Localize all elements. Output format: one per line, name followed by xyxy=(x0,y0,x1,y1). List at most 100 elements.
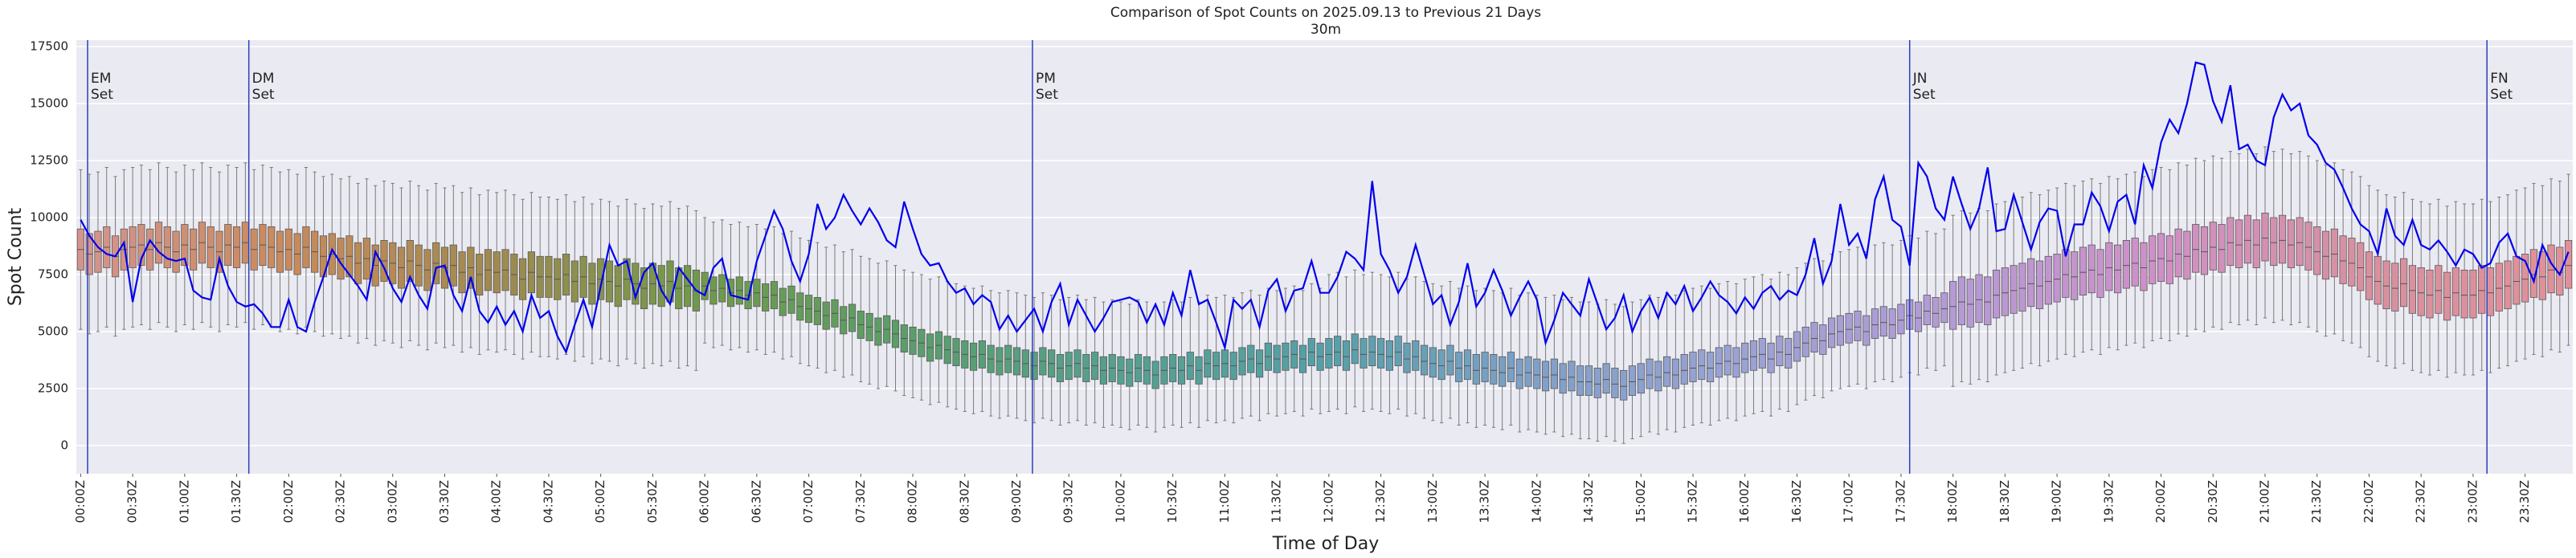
box xyxy=(2010,265,2018,314)
box xyxy=(2252,219,2260,268)
box xyxy=(1828,317,1836,348)
box xyxy=(2157,233,2165,282)
box xyxy=(1472,354,1480,385)
x-tick-label: 16:30Z xyxy=(1789,480,1804,523)
reference-label: Set xyxy=(2490,87,2513,103)
box xyxy=(1923,295,1931,325)
box xyxy=(1533,358,1541,389)
box xyxy=(2417,267,2425,316)
box xyxy=(2122,240,2131,289)
x-tick-label: 15:00Z xyxy=(1634,480,1648,523)
box xyxy=(1801,326,1809,357)
x-tick-label: 03:00Z xyxy=(385,480,399,523)
box xyxy=(1637,363,1645,394)
box xyxy=(1437,349,1445,381)
x-tick-label: 20:00Z xyxy=(2153,480,2168,523)
y-tick-label: 2500 xyxy=(38,381,68,396)
box xyxy=(2192,224,2200,273)
box xyxy=(1758,338,1766,369)
y-tick-label: 7500 xyxy=(38,267,68,282)
box xyxy=(2071,251,2079,300)
box xyxy=(1550,358,1558,389)
line xyxy=(80,61,2570,355)
box xyxy=(1871,308,1879,339)
box xyxy=(2357,242,2365,291)
box xyxy=(2538,251,2546,300)
box xyxy=(1785,338,1793,369)
box xyxy=(1377,338,1385,369)
box xyxy=(1446,344,1454,376)
box xyxy=(2105,242,2113,291)
x-tick-label: 05:00Z xyxy=(593,480,607,523)
x-tick-label: 14:00Z xyxy=(1529,480,1544,523)
box xyxy=(2451,267,2459,316)
box xyxy=(2443,271,2451,321)
x-axis-label: Time of Day xyxy=(1272,534,1379,554)
box xyxy=(2096,249,2104,298)
box xyxy=(1776,336,1784,367)
box xyxy=(1689,352,1697,382)
box xyxy=(2495,263,2503,312)
box xyxy=(1420,344,1429,376)
x-tick-label: 11:00Z xyxy=(1217,480,1232,523)
box xyxy=(1854,311,1862,341)
x-tick-label: 04:30Z xyxy=(541,480,555,523)
box xyxy=(1845,312,1853,344)
y-axis-label: Spot Count xyxy=(6,207,26,306)
box xyxy=(2018,263,2026,312)
box xyxy=(2278,214,2287,264)
box xyxy=(2469,269,2477,319)
box xyxy=(2408,265,2417,314)
box xyxy=(1559,363,1567,394)
chart-title: Comparison of Spot Counts on 2025.09.13 … xyxy=(1110,5,1541,21)
grid xyxy=(76,46,2573,446)
box xyxy=(1741,342,1749,373)
box xyxy=(2321,230,2330,280)
box xyxy=(1360,338,1368,369)
box xyxy=(1715,347,1723,378)
box xyxy=(1836,315,1845,346)
x-tick-label: 08:00Z xyxy=(906,480,920,523)
box xyxy=(1732,347,1740,378)
x-tick-label: 21:30Z xyxy=(2309,480,2324,523)
box xyxy=(2044,255,2052,305)
x-tick-label: 02:00Z xyxy=(281,480,296,523)
box xyxy=(2140,242,2148,291)
x-tick-label: 22:30Z xyxy=(2414,480,2428,523)
box xyxy=(2365,251,2374,300)
x-tick-label: 15:30Z xyxy=(1685,480,1699,523)
x-tick-label: 01:00Z xyxy=(177,480,191,523)
y-tick-label: 5000 xyxy=(38,324,68,339)
box xyxy=(1351,333,1359,365)
x-tick-label: 06:00Z xyxy=(697,480,712,523)
box xyxy=(2174,228,2182,278)
x-tick-label: 13:00Z xyxy=(1425,480,1440,523)
box xyxy=(1507,352,1515,382)
y-tick-label: 12500 xyxy=(30,153,68,167)
x-tick-label: 21:00Z xyxy=(2258,480,2272,523)
box xyxy=(1862,315,1871,346)
x-tick-label: 03:30Z xyxy=(437,480,452,523)
box xyxy=(2087,244,2096,294)
box xyxy=(2547,244,2555,294)
reference-label: FN xyxy=(2490,71,2509,87)
box xyxy=(1706,352,1715,382)
box xyxy=(2062,249,2070,298)
box xyxy=(2235,219,2243,268)
box xyxy=(1490,354,1498,385)
box xyxy=(1966,279,1974,328)
box xyxy=(1879,306,1887,337)
box xyxy=(2521,254,2529,303)
box xyxy=(2243,214,2252,264)
box xyxy=(1698,349,1706,381)
box xyxy=(2079,246,2087,295)
box xyxy=(1949,281,1957,330)
box xyxy=(2165,235,2173,284)
x-tick-label: 12:30Z xyxy=(1373,480,1388,523)
box xyxy=(1897,303,1905,335)
box xyxy=(2382,260,2390,310)
box xyxy=(1524,356,1532,387)
box xyxy=(1975,274,1983,324)
x-tick-label: 09:00Z xyxy=(1009,480,1024,523)
x-tick-label: 10:30Z xyxy=(1165,480,1180,523)
